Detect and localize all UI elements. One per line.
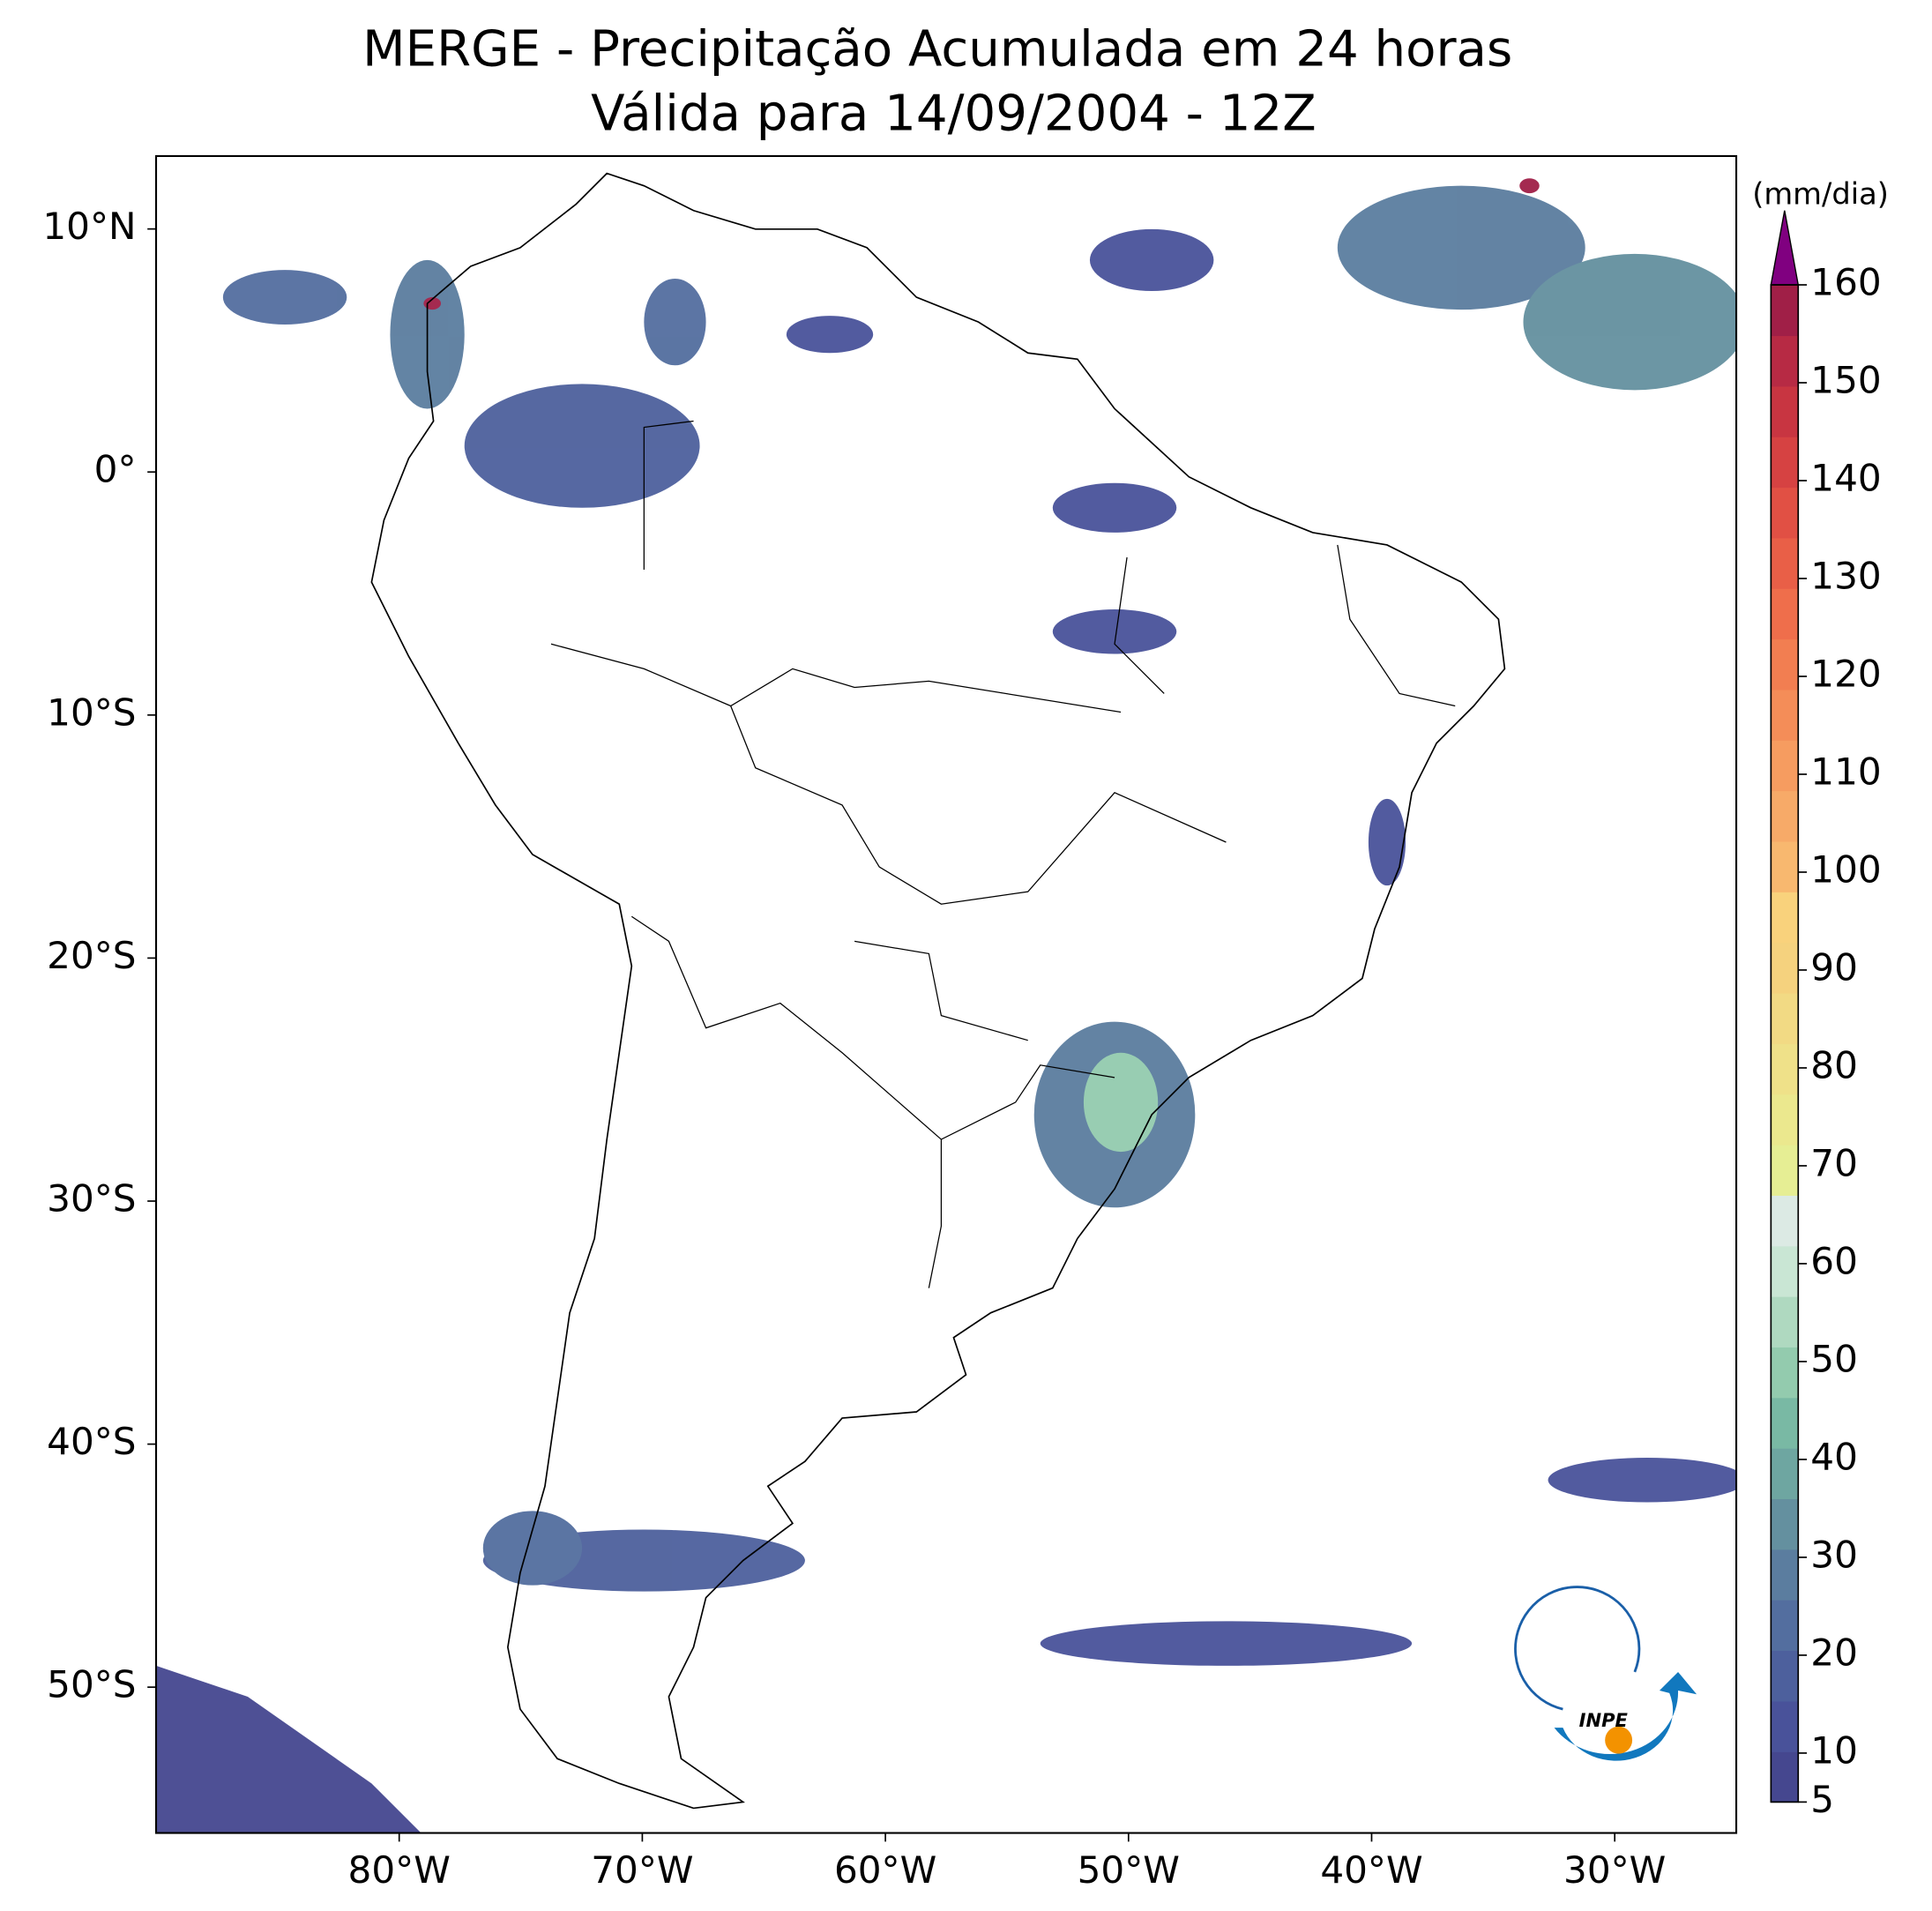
- colorbar-band: [1771, 1397, 1799, 1449]
- colorbar-tick-label: 60: [1810, 1239, 1858, 1282]
- colorbar-tick-label: 70: [1810, 1141, 1858, 1184]
- rain-area: [1052, 482, 1177, 533]
- colorbar-band: [1771, 537, 1799, 589]
- colorbar-band: [1771, 892, 1799, 944]
- colorbar-tick-label: 120: [1810, 652, 1881, 695]
- title: MERGE - Precipitação Acumulada em 24 hor…: [362, 21, 1512, 78]
- colorbar-tick-label: 50: [1810, 1337, 1858, 1380]
- logo-text: INPE: [1579, 1709, 1629, 1731]
- colorbar-unit: (mm/dia): [1752, 176, 1889, 211]
- x-tick-label: 80°W: [348, 1848, 451, 1892]
- colorbar-tick-label: 40: [1810, 1435, 1858, 1478]
- y-tick-label: 20°S: [47, 934, 136, 977]
- colorbar-tick-label: 110: [1810, 750, 1881, 793]
- colorbar-tick-label: 80: [1810, 1043, 1858, 1086]
- rain-area: [644, 278, 706, 366]
- colorbar-tick-label: 130: [1810, 554, 1881, 597]
- colorbar-band: [1771, 942, 1799, 994]
- rain-area: [1523, 253, 1737, 391]
- rain-area: [1089, 228, 1214, 292]
- colorbar-band: [1771, 992, 1799, 1044]
- y-tick-label: 40°S: [47, 1420, 136, 1463]
- colorbar-band: [1771, 840, 1799, 892]
- y-tick-label: 10°S: [47, 690, 136, 734]
- continent-outline: [370, 172, 1506, 1810]
- colorbar-tick-label: 5: [1810, 1778, 1834, 1821]
- colorbar-band: [1771, 1144, 1799, 1196]
- colorbar-band: [1771, 1447, 1799, 1500]
- x-tick-label: 70°W: [591, 1848, 693, 1892]
- colorbar-band: [1771, 740, 1799, 792]
- rain-area: [1337, 185, 1585, 310]
- rain-area: [1040, 1621, 1413, 1666]
- x-tick-label: 50°W: [1078, 1848, 1180, 1892]
- colorbar-band: [1771, 1043, 1799, 1095]
- colorbar-band: [1771, 1700, 1799, 1752]
- rain-area: [464, 384, 700, 508]
- colorbar-band: [1771, 1600, 1799, 1652]
- colorbar-band: [1771, 385, 1799, 437]
- colorbar-band: [1771, 588, 1799, 640]
- colorbar-band: [1771, 638, 1799, 690]
- y-tick-label: 10°N: [42, 205, 136, 248]
- colorbar-band: [1771, 1295, 1799, 1347]
- colorbar-tick-label: 140: [1810, 457, 1881, 500]
- colorbar-frame: [1770, 284, 1800, 1803]
- colorbar-band: [1771, 1347, 1799, 1399]
- colorbar-band: [1771, 1549, 1799, 1601]
- colorbar-band: [1771, 1094, 1799, 1146]
- y-tick-label: 30°S: [47, 1176, 136, 1220]
- logo: INPE: [1514, 1586, 1697, 1761]
- colorbar-band: [1771, 1650, 1799, 1702]
- colorbar-tick-label: 90: [1810, 945, 1858, 989]
- colorbar-band: [1771, 689, 1799, 741]
- rain-area: [222, 270, 347, 325]
- colorbar-band: [1771, 1245, 1799, 1297]
- rain-area: [786, 316, 874, 354]
- borders: [550, 420, 1456, 1288]
- x-tick-label: 60°W: [834, 1848, 936, 1892]
- colorbar-tick-label: 100: [1810, 847, 1881, 891]
- precipitation: [156, 178, 1737, 1833]
- colorbar-tick-label: 150: [1810, 359, 1881, 402]
- rain-area: [1368, 798, 1406, 886]
- rain-area: [1052, 608, 1177, 654]
- y-tick-label: 50°S: [47, 1663, 136, 1706]
- colorbar-band: [1771, 1751, 1799, 1803]
- y-tick-label: 0°: [94, 448, 137, 491]
- colorbar-tick-label: 160: [1810, 261, 1881, 304]
- colorbar-band: [1771, 437, 1799, 489]
- colorbar-band: [1771, 487, 1799, 539]
- x-tick-label: 30°W: [1563, 1848, 1666, 1892]
- rain-area: [156, 1665, 421, 1833]
- colorbar-tick-label: 30: [1810, 1533, 1858, 1576]
- rain-area: [482, 1511, 583, 1586]
- rain-area: [1083, 1052, 1159, 1153]
- map-area: [156, 172, 1737, 1833]
- colorbar-band: [1771, 1195, 1799, 1247]
- rain-area: [1548, 1457, 1737, 1503]
- colorbar-tick-label: 10: [1810, 1728, 1858, 1772]
- colorbar-band: [1771, 790, 1799, 842]
- colorbar-band: [1771, 1498, 1799, 1550]
- colorbar-extend: [1770, 210, 1800, 286]
- rain-area: [1519, 178, 1540, 194]
- colorbar-tick-label: 20: [1810, 1631, 1858, 1674]
- x-tick-label: 40°W: [1320, 1848, 1422, 1892]
- map-frame: [154, 154, 1738, 1834]
- subtitle: Válida para 14/09/2004 - 12Z: [591, 86, 1317, 143]
- colorbar-band: [1771, 285, 1799, 337]
- colorbar-band: [1771, 335, 1799, 387]
